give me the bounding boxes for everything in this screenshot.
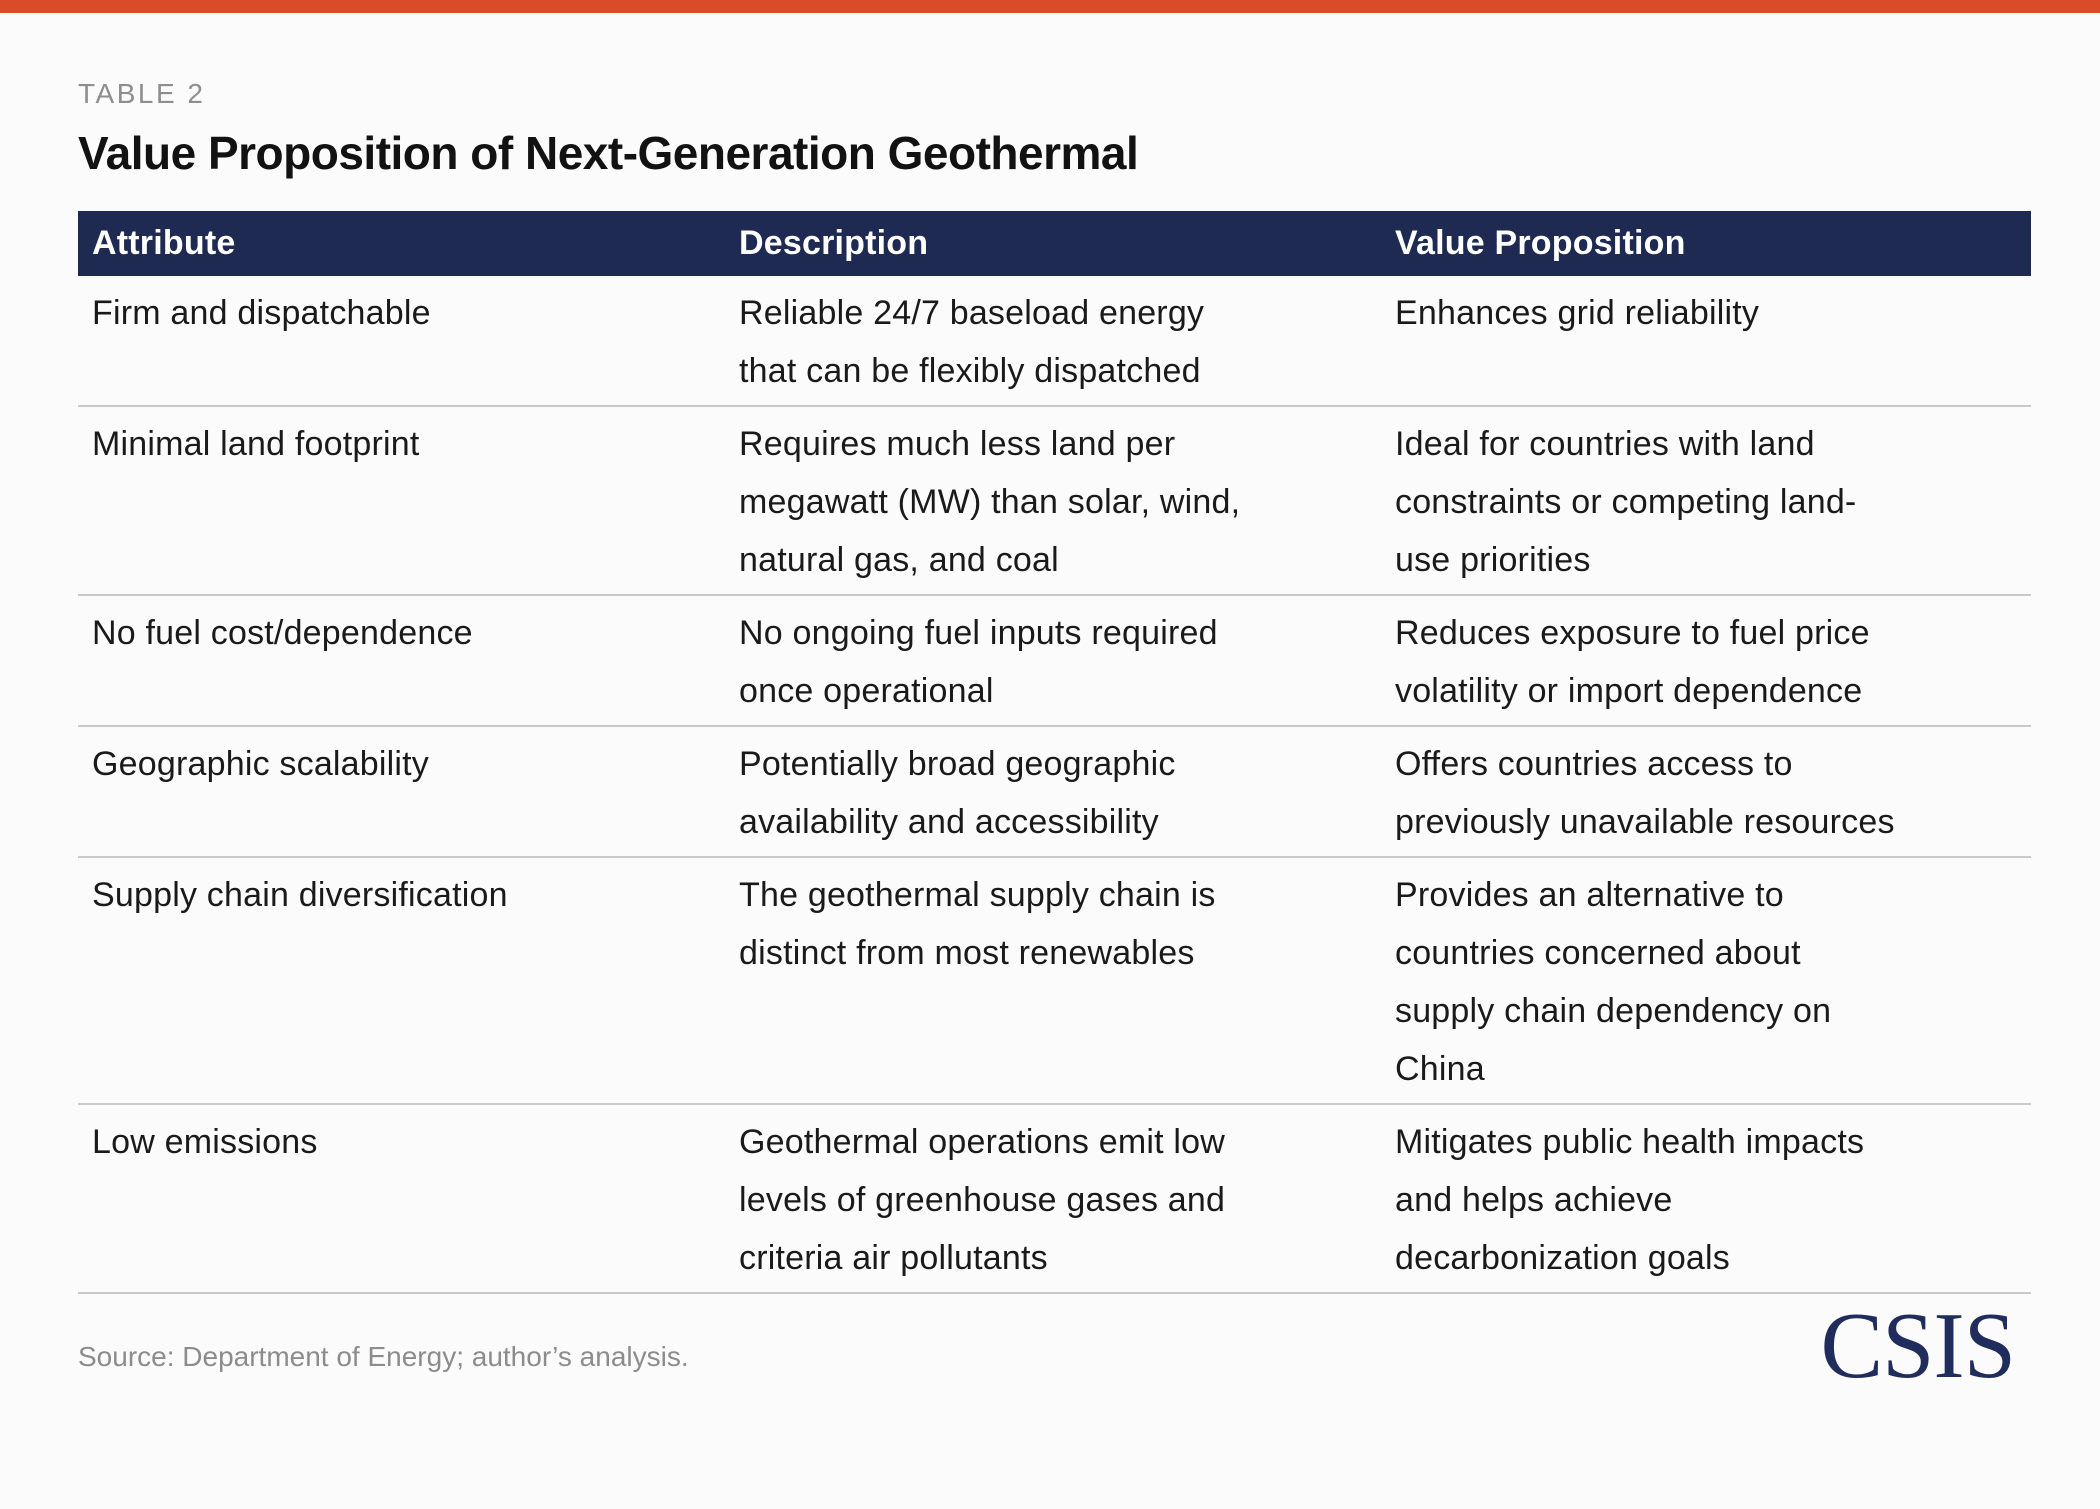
content-area: TABLE 2 Value Proposition of Next-Genera… bbox=[78, 78, 2031, 1398]
cell-attribute: Minimal land footprint bbox=[78, 406, 725, 596]
cell-attribute: No fuel cost/dependence bbox=[78, 595, 725, 727]
table-row: Geographic scalability Potentially broad… bbox=[78, 726, 2031, 858]
cell-attribute: Low emissions bbox=[78, 1104, 725, 1294]
cell-value-proposition: Offers countries access to previously un… bbox=[1381, 726, 2031, 858]
cell-value-proposition: Enhances grid reliability bbox=[1381, 276, 2031, 407]
table-row: No fuel cost/dependence No ongoing fuel … bbox=[78, 595, 2031, 727]
cell-value-proposition: Mitigates public health impacts and help… bbox=[1381, 1104, 2031, 1294]
table-row: Firm and dispatchable Reliable 24/7 base… bbox=[78, 276, 2031, 407]
cell-description: Requires much less land per megawatt (MW… bbox=[725, 406, 1381, 596]
cell-value-proposition: Provides an alternative to countries con… bbox=[1381, 857, 2031, 1105]
footer: Source: Department of Energy; author’s a… bbox=[78, 1294, 2031, 1398]
table-row: Supply chain diversification The geother… bbox=[78, 857, 2031, 1105]
cell-description: Potentially broad geographic availabilit… bbox=[725, 726, 1381, 858]
cell-attribute: Supply chain diversification bbox=[78, 857, 725, 1105]
cell-value-proposition: Reduces exposure to fuel price volatilit… bbox=[1381, 595, 2031, 727]
table-body: Firm and dispatchable Reliable 24/7 base… bbox=[78, 276, 2031, 1294]
column-header-value-proposition: Value Proposition bbox=[1381, 211, 2031, 276]
cell-description: The geothermal supply chain is distinct … bbox=[725, 857, 1381, 1105]
csis-logo: CSIS bbox=[1820, 1294, 2016, 1398]
cell-description: Geothermal operations emit low levels of… bbox=[725, 1104, 1381, 1294]
page-title: Value Proposition of Next-Generation Geo… bbox=[78, 127, 1139, 179]
table-row: Minimal land footprint Requires much les… bbox=[78, 406, 2031, 596]
cell-value-proposition: Ideal for countries with land constraint… bbox=[1381, 406, 2031, 596]
table-header-row: Attribute Description Value Proposition bbox=[78, 211, 2031, 276]
cell-attribute: Firm and dispatchable bbox=[78, 276, 725, 407]
cell-description: No ongoing fuel inputs required once ope… bbox=[725, 595, 1381, 727]
column-header-description: Description bbox=[725, 211, 1381, 276]
column-header-attribute: Attribute bbox=[78, 211, 725, 276]
table-label: TABLE 2 bbox=[78, 78, 206, 109]
cell-attribute: Geographic scalability bbox=[78, 726, 725, 858]
value-proposition-table: Attribute Description Value Proposition … bbox=[78, 211, 2031, 1294]
table-header: Attribute Description Value Proposition bbox=[78, 211, 2031, 276]
cell-description: Reliable 24/7 baseload energy that can b… bbox=[725, 276, 1381, 407]
brand-accent-bar bbox=[0, 0, 2100, 13]
source-note: Source: Department of Energy; author’s a… bbox=[78, 1341, 689, 1373]
table-row: Low emissions Geothermal operations emit… bbox=[78, 1104, 2031, 1294]
